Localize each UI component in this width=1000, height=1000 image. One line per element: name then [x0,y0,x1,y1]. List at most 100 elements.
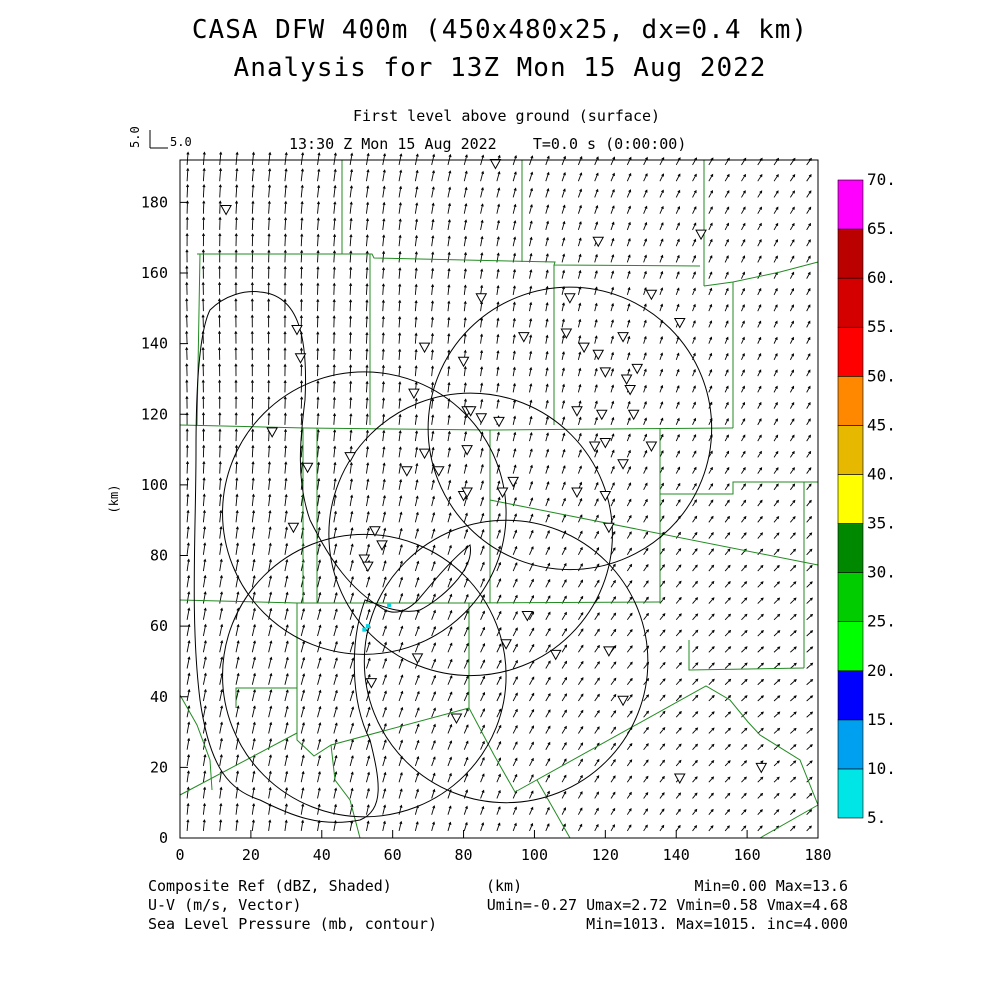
wind-vector-head [383,608,387,613]
wind-vector [708,353,712,361]
wind-vector-head [283,428,288,433]
wind-vector [284,673,289,685]
station-marker [408,388,420,400]
wind-vector [610,271,614,279]
wind-vector [692,564,698,572]
wind-vector-head [793,711,797,715]
wind-vector-head [808,434,811,438]
wind-vector-head [235,200,239,204]
wind-vector-head [252,542,256,546]
wind-vector [186,803,189,815]
wind-vector-head [611,400,615,404]
reflectivity-echoes [362,602,392,632]
wind-vector [398,463,402,474]
wind-vector-head [627,270,631,274]
wind-vector [447,447,451,458]
station-marker [603,646,615,657]
wind-vector [790,549,796,556]
wind-vector [610,205,615,214]
wind-vector [235,706,239,718]
wind-vector [529,367,532,377]
wind-vector-head [644,498,648,503]
wind-vector [610,352,614,360]
wind-vector-head [564,611,567,615]
wind-vector-head [267,444,271,449]
wind-vector [414,545,419,555]
wind-vector-head [512,334,516,338]
wind-vector [365,463,369,474]
wind-vector [300,218,303,230]
wind-vector-head [694,759,698,764]
wind-vector-head [250,314,254,318]
wind-vector [724,369,729,377]
wind-vector [724,255,729,263]
wind-vector [626,743,633,750]
wind-vector-head [187,705,191,709]
wind-vector [626,238,631,247]
wind-vector-head [758,336,762,340]
wind-vector-head [269,656,273,660]
wind-vector [561,384,565,393]
wind-vector [235,461,238,474]
wind-vector-head [547,709,551,713]
wind-vector-head [776,532,780,536]
wind-vector [806,272,811,279]
wind-vector-head [252,526,256,530]
wind-vector-head [725,287,729,292]
wind-vector-head [285,656,289,661]
wind-vector [496,823,501,832]
wind-vector [741,483,746,491]
wind-vector [202,771,206,783]
wind-vector [790,532,796,539]
wind-vector [235,201,238,214]
wind-vector [317,462,320,474]
wind-vector-head [301,770,305,775]
wind-vector [333,674,338,685]
wind-vector-head [300,396,304,400]
footer-field-3: Sea Level Pressure (mb, contour) [148,915,437,933]
wind-vector-head [365,299,369,303]
wind-vector-head [660,352,664,356]
wind-vector-head [250,395,255,400]
wind-vector-head [366,462,370,466]
wind-vector [398,772,403,783]
wind-vector-head [251,428,255,432]
wind-vector-head [545,415,549,420]
wind-vector [431,496,435,507]
wind-vector [790,646,797,653]
wind-vector [512,302,516,312]
wind-vector [317,495,320,507]
wind-vector-head [808,173,812,178]
wind-vector-head [480,447,484,451]
wind-vector-head [545,301,549,306]
wind-vector [806,467,812,474]
wind-vector [414,805,419,815]
wind-vector-head [693,206,697,210]
wind-vector [594,629,600,637]
wind-vector-head [316,201,321,205]
wind-vector-head [285,738,289,742]
wind-vector-head [433,674,437,679]
wind-vector-head [464,431,468,435]
wind-vector [333,169,336,182]
wind-vector-head [481,577,485,582]
wind-vector [643,792,649,799]
wind-vector [773,386,778,393]
wind-vector [545,612,551,620]
wind-vector-head [299,347,303,351]
wind-vector-head [349,429,353,433]
station-marker [571,487,583,498]
wind-vector [349,479,353,490]
wind-vector-head [431,397,435,402]
wind-vector-head [480,268,484,272]
wind-vector [186,640,190,653]
wind-vector [349,755,354,767]
wind-vector-head [333,803,338,808]
wind-vector-head [726,825,730,829]
wind-vector-head [497,480,501,484]
wind-vector [806,483,812,491]
wind-vector-head [299,379,304,384]
wind-vector-head [384,674,387,678]
wind-vector [186,184,189,198]
wind-vector [708,581,715,588]
